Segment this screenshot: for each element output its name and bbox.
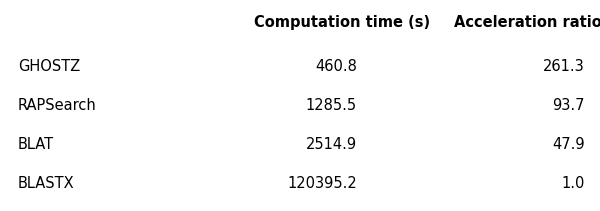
Text: 2514.9: 2514.9	[306, 137, 357, 152]
Text: 460.8: 460.8	[315, 59, 357, 74]
Text: Acceleration ratio: Acceleration ratio	[454, 15, 600, 30]
Text: 47.9: 47.9	[553, 137, 585, 152]
Text: BLASTX: BLASTX	[18, 176, 74, 191]
Text: 1285.5: 1285.5	[306, 98, 357, 113]
Text: RAPSearch: RAPSearch	[18, 98, 97, 113]
Text: 93.7: 93.7	[553, 98, 585, 113]
Text: BLAT: BLAT	[18, 137, 54, 152]
Text: 1.0: 1.0	[562, 176, 585, 191]
Text: 261.3: 261.3	[543, 59, 585, 74]
Text: 120395.2: 120395.2	[287, 176, 357, 191]
Text: Computation time (s): Computation time (s)	[254, 15, 430, 30]
Text: GHOSTZ: GHOSTZ	[18, 59, 80, 74]
